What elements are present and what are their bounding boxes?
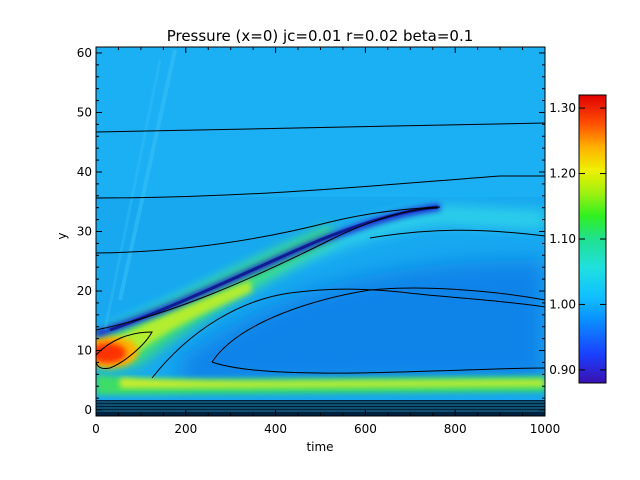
x-axis-label: time: [306, 440, 333, 454]
y-tick-label: 10: [77, 344, 92, 358]
x-tick-label: 800: [444, 422, 467, 436]
colorbar-ticks: 0.90 1.00 1.10 1.20 1.30: [549, 101, 606, 377]
x-tick-label: 600: [354, 422, 377, 436]
colorbar-tick-label: 1.00: [549, 297, 576, 311]
y-axis-ticks: 0 10 20 30 40 50 60: [77, 46, 545, 417]
y-tick-label: 40: [77, 165, 92, 179]
pressure-field: [96, 47, 545, 416]
y-tick-label: 30: [77, 225, 92, 239]
y-tick-label: 20: [77, 284, 92, 298]
colorbar-tick-label: 0.90: [549, 363, 576, 377]
x-tick-label: 0: [92, 422, 100, 436]
y-tick-label: 50: [77, 105, 92, 119]
colorbar-tick-label: 1.20: [549, 167, 576, 181]
y-axis-label: y: [55, 232, 69, 239]
y-tick-label: 60: [77, 46, 92, 60]
x-axis-ticks: 0 200 400 600 800 1000: [92, 47, 560, 436]
x-tick-label: 400: [264, 422, 287, 436]
x-tick-label: 200: [174, 422, 197, 436]
x-tick-label: 1000: [530, 422, 561, 436]
colorbar-tick-label: 1.30: [549, 101, 576, 115]
y-tick-label: 0: [84, 403, 92, 417]
contour-lines: [96, 122, 545, 379]
chart-title: Pressure (x=0) jc=0.01 r=0.02 beta=0.1: [167, 27, 474, 45]
colorbar-tick-label: 1.10: [549, 232, 576, 246]
